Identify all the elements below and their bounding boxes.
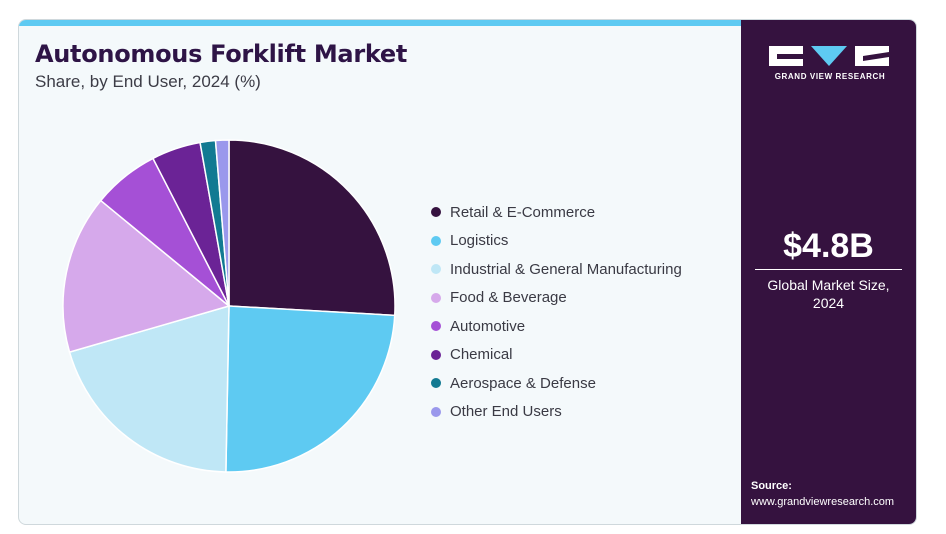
chart-subtitle: Share, by End User, 2024 (%) — [35, 72, 261, 91]
legend-item: Industrial & General Manufacturing — [431, 255, 682, 284]
legend-item: Automotive — [431, 312, 682, 341]
info-sidebar: GRAND VIEW RESEARCH $4.8B Global Market … — [741, 20, 916, 524]
chart-card: Autonomous Forklift Market Share, by End… — [18, 19, 917, 525]
chart-panel: Autonomous Forklift Market Share, by End… — [19, 20, 741, 524]
source-label: Source: — [751, 480, 792, 492]
market-size-label: Global Market Size, 2024 — [767, 277, 890, 311]
stat-divider — [755, 269, 902, 270]
legend-label: Industrial & General Manufacturing — [450, 260, 682, 278]
accent-bar — [19, 20, 741, 26]
legend-item: Logistics — [431, 227, 682, 256]
legend-swatch — [431, 321, 441, 332]
legend-swatch — [431, 264, 441, 275]
chart-title: Autonomous Forklift Market — [35, 40, 408, 68]
legend-label: Automotive — [450, 317, 526, 335]
legend-label: Logistics — [450, 232, 509, 250]
legend-item: Aerospace & Defense — [431, 369, 682, 398]
grand-view-research-logo: GRAND VIEW RESEARCH — [765, 44, 895, 84]
legend-label: Food & Beverage — [450, 289, 567, 307]
pie-chart — [62, 139, 396, 473]
legend-item: Food & Beverage — [431, 284, 682, 313]
pie-slice-logistics — [225, 305, 396, 473]
pie-slice-other-end-users — [214, 139, 230, 307]
legend-swatch — [431, 235, 441, 246]
legend-swatch — [431, 406, 441, 417]
chart-legend: Retail & E-Commerce Logistics Industrial &… — [431, 198, 682, 426]
legend-item: Retail & E-Commerce — [431, 198, 682, 227]
legend-swatch — [431, 349, 441, 360]
pie-slice-food-beverage — [62, 199, 231, 354]
pie-slice-retail-e-commerce — [228, 139, 396, 317]
legend-label: Other End Users — [450, 403, 562, 421]
market-size-value: $4.8B — [783, 227, 874, 265]
legend-swatch — [431, 292, 441, 303]
legend-label: Aerospace & Defense — [450, 374, 596, 392]
legend-label: Retail & E-Commerce — [450, 203, 596, 221]
legend-swatch — [431, 207, 441, 218]
gvr-logo-icon — [769, 46, 889, 66]
source-url[interactable]: www.grandviewresearch.com — [751, 496, 895, 508]
brand-name: GRAND VIEW RESEARCH — [774, 72, 886, 81]
legend-item: Chemical — [431, 341, 682, 370]
legend-item: Other End Users — [431, 398, 682, 427]
pie-slice-industrial-general-manufacturing — [68, 304, 230, 473]
legend-swatch — [431, 378, 441, 389]
legend-label: Chemical — [450, 346, 513, 364]
